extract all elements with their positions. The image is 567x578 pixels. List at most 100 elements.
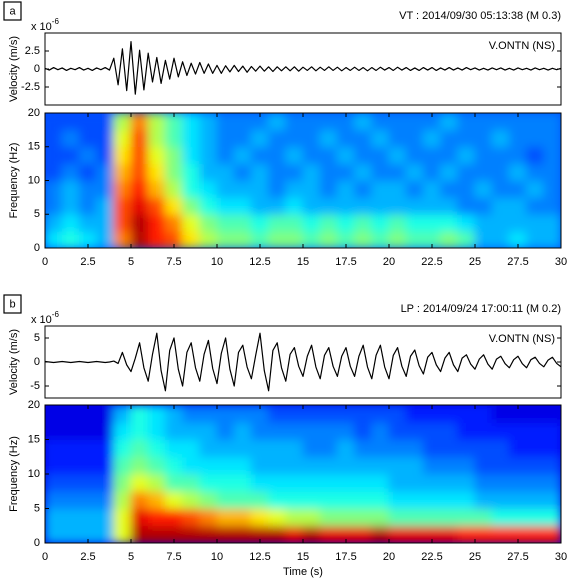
spectrogram-cell — [147, 508, 166, 527]
spectrogram-cell — [388, 196, 407, 215]
spectrogram-cell — [354, 180, 373, 198]
spectrogram-cell — [78, 490, 98, 509]
spectrogram-cell — [388, 473, 407, 492]
spectrogram-cell — [388, 508, 407, 527]
spectrogram-cell — [113, 456, 132, 475]
spectrogram-cell — [113, 146, 132, 165]
spectrogram-cell — [354, 439, 373, 458]
spectrogram-cell — [285, 439, 304, 458]
spectrogram-cell — [388, 456, 407, 475]
spectrogram-cell — [405, 196, 424, 215]
spectrogram-cell — [474, 525, 493, 543]
spectrogram-cell — [96, 163, 115, 181]
spectrogram-cell — [182, 230, 201, 248]
spectrogram-cell — [422, 439, 442, 458]
spectrogram-cell — [96, 113, 115, 131]
spectrogram-cell — [285, 230, 304, 248]
spectrogram-cell — [440, 213, 459, 232]
spectrogram-cell — [371, 129, 390, 148]
spectrogram-cell — [526, 163, 545, 181]
spectrogram-cell — [96, 490, 115, 509]
spectrogram-cell — [336, 146, 356, 165]
y-tick-label: -2.5 — [21, 81, 40, 93]
spectrogram-cell — [285, 525, 304, 543]
spectrogram-cell — [216, 230, 235, 248]
spectrogram-cell — [457, 456, 476, 475]
spectrogram-cell — [302, 180, 321, 198]
spectrogram-cell — [164, 180, 184, 198]
spectrogram-cell — [164, 129, 184, 148]
spectrogram-cell — [508, 113, 528, 131]
spectrogram-cell — [319, 473, 338, 492]
x-tick-label: 12.5 — [249, 256, 270, 268]
spectrogram-cell — [216, 180, 235, 198]
spectrogram-cell — [250, 196, 270, 215]
spectrogram-cell — [96, 439, 115, 458]
spectrogram-cell — [371, 230, 390, 248]
x-tick-label: 7.5 — [166, 551, 181, 563]
spectrogram-cell — [216, 196, 235, 215]
spectrogram-cell — [405, 146, 424, 165]
spectrogram-cell — [45, 490, 63, 509]
spectrogram-cell — [147, 405, 166, 423]
spectrogram-cell — [388, 230, 407, 248]
spectrogram-cell — [319, 508, 338, 527]
spectrogram-cell — [182, 113, 201, 131]
spectrogram-cell — [61, 129, 80, 148]
spectrogram-cell — [388, 129, 407, 148]
spectrogram-cell — [354, 196, 373, 215]
plot-frame — [44, 404, 562, 544]
spectrogram — [45, 405, 561, 543]
spectrogram-cell — [336, 508, 356, 527]
spectrogram-cell — [405, 421, 424, 440]
spectrogram-cell — [543, 473, 561, 492]
spectrogram-cell — [182, 525, 201, 543]
spectrogram-cell — [422, 129, 442, 148]
y-tick-label: 15 — [28, 433, 40, 445]
spectrogram-cell — [268, 439, 287, 458]
spectrogram-cell — [250, 146, 270, 165]
spectrogram-cell — [268, 113, 287, 131]
spectrogram-cell — [405, 163, 424, 181]
spectrogram-cell — [457, 129, 476, 148]
spectrogram-cell — [216, 490, 235, 509]
spectrogram-cell — [319, 230, 338, 248]
spectrogram-cell — [491, 163, 510, 181]
spectrogram-cell — [491, 473, 510, 492]
spectrogram-cell — [319, 113, 338, 131]
spectrogram-cell — [285, 180, 304, 198]
spectrogram-cell — [250, 421, 270, 440]
spectrogram-cell — [457, 180, 476, 198]
spectrogram-cell — [45, 508, 63, 527]
spectrogram-cell — [302, 490, 321, 509]
x-tick-label: 5 — [128, 551, 134, 563]
spectrogram-cell — [371, 456, 390, 475]
spectrogram-cell — [45, 473, 63, 492]
spectrogram-cell — [164, 405, 184, 423]
spectrogram-cell — [45, 405, 63, 423]
x-tick-label: 27.5 — [507, 551, 528, 563]
spectrogram-cell — [45, 113, 63, 131]
spectrogram-cell — [250, 473, 270, 492]
spectrogram-cell — [388, 213, 407, 232]
spectrogram-cell — [96, 196, 115, 215]
spectrogram-cell — [216, 113, 235, 131]
x-tick-label: 20 — [383, 551, 395, 563]
spectrogram-cell — [216, 163, 235, 181]
y-tick-label: 20 — [28, 107, 40, 119]
spectrogram-cell — [457, 473, 476, 492]
x-tick-label: 27.5 — [507, 256, 528, 268]
spectrogram-cell — [113, 230, 132, 248]
spectrogram-cell — [147, 146, 166, 165]
x-tick-label: 25 — [469, 256, 481, 268]
spectrogram-cell — [336, 163, 356, 181]
spectrogram-cell — [336, 113, 356, 131]
spectrogram-cell — [164, 113, 184, 131]
spectrogram-cell — [405, 405, 424, 423]
spectrogram-cell — [45, 129, 63, 148]
spectrogram-cell — [508, 508, 528, 527]
spectrogram-cell — [474, 163, 493, 181]
spectrogram-cell — [354, 421, 373, 440]
spectrogram-cell — [457, 113, 476, 131]
spectrogram-cell — [371, 196, 390, 215]
